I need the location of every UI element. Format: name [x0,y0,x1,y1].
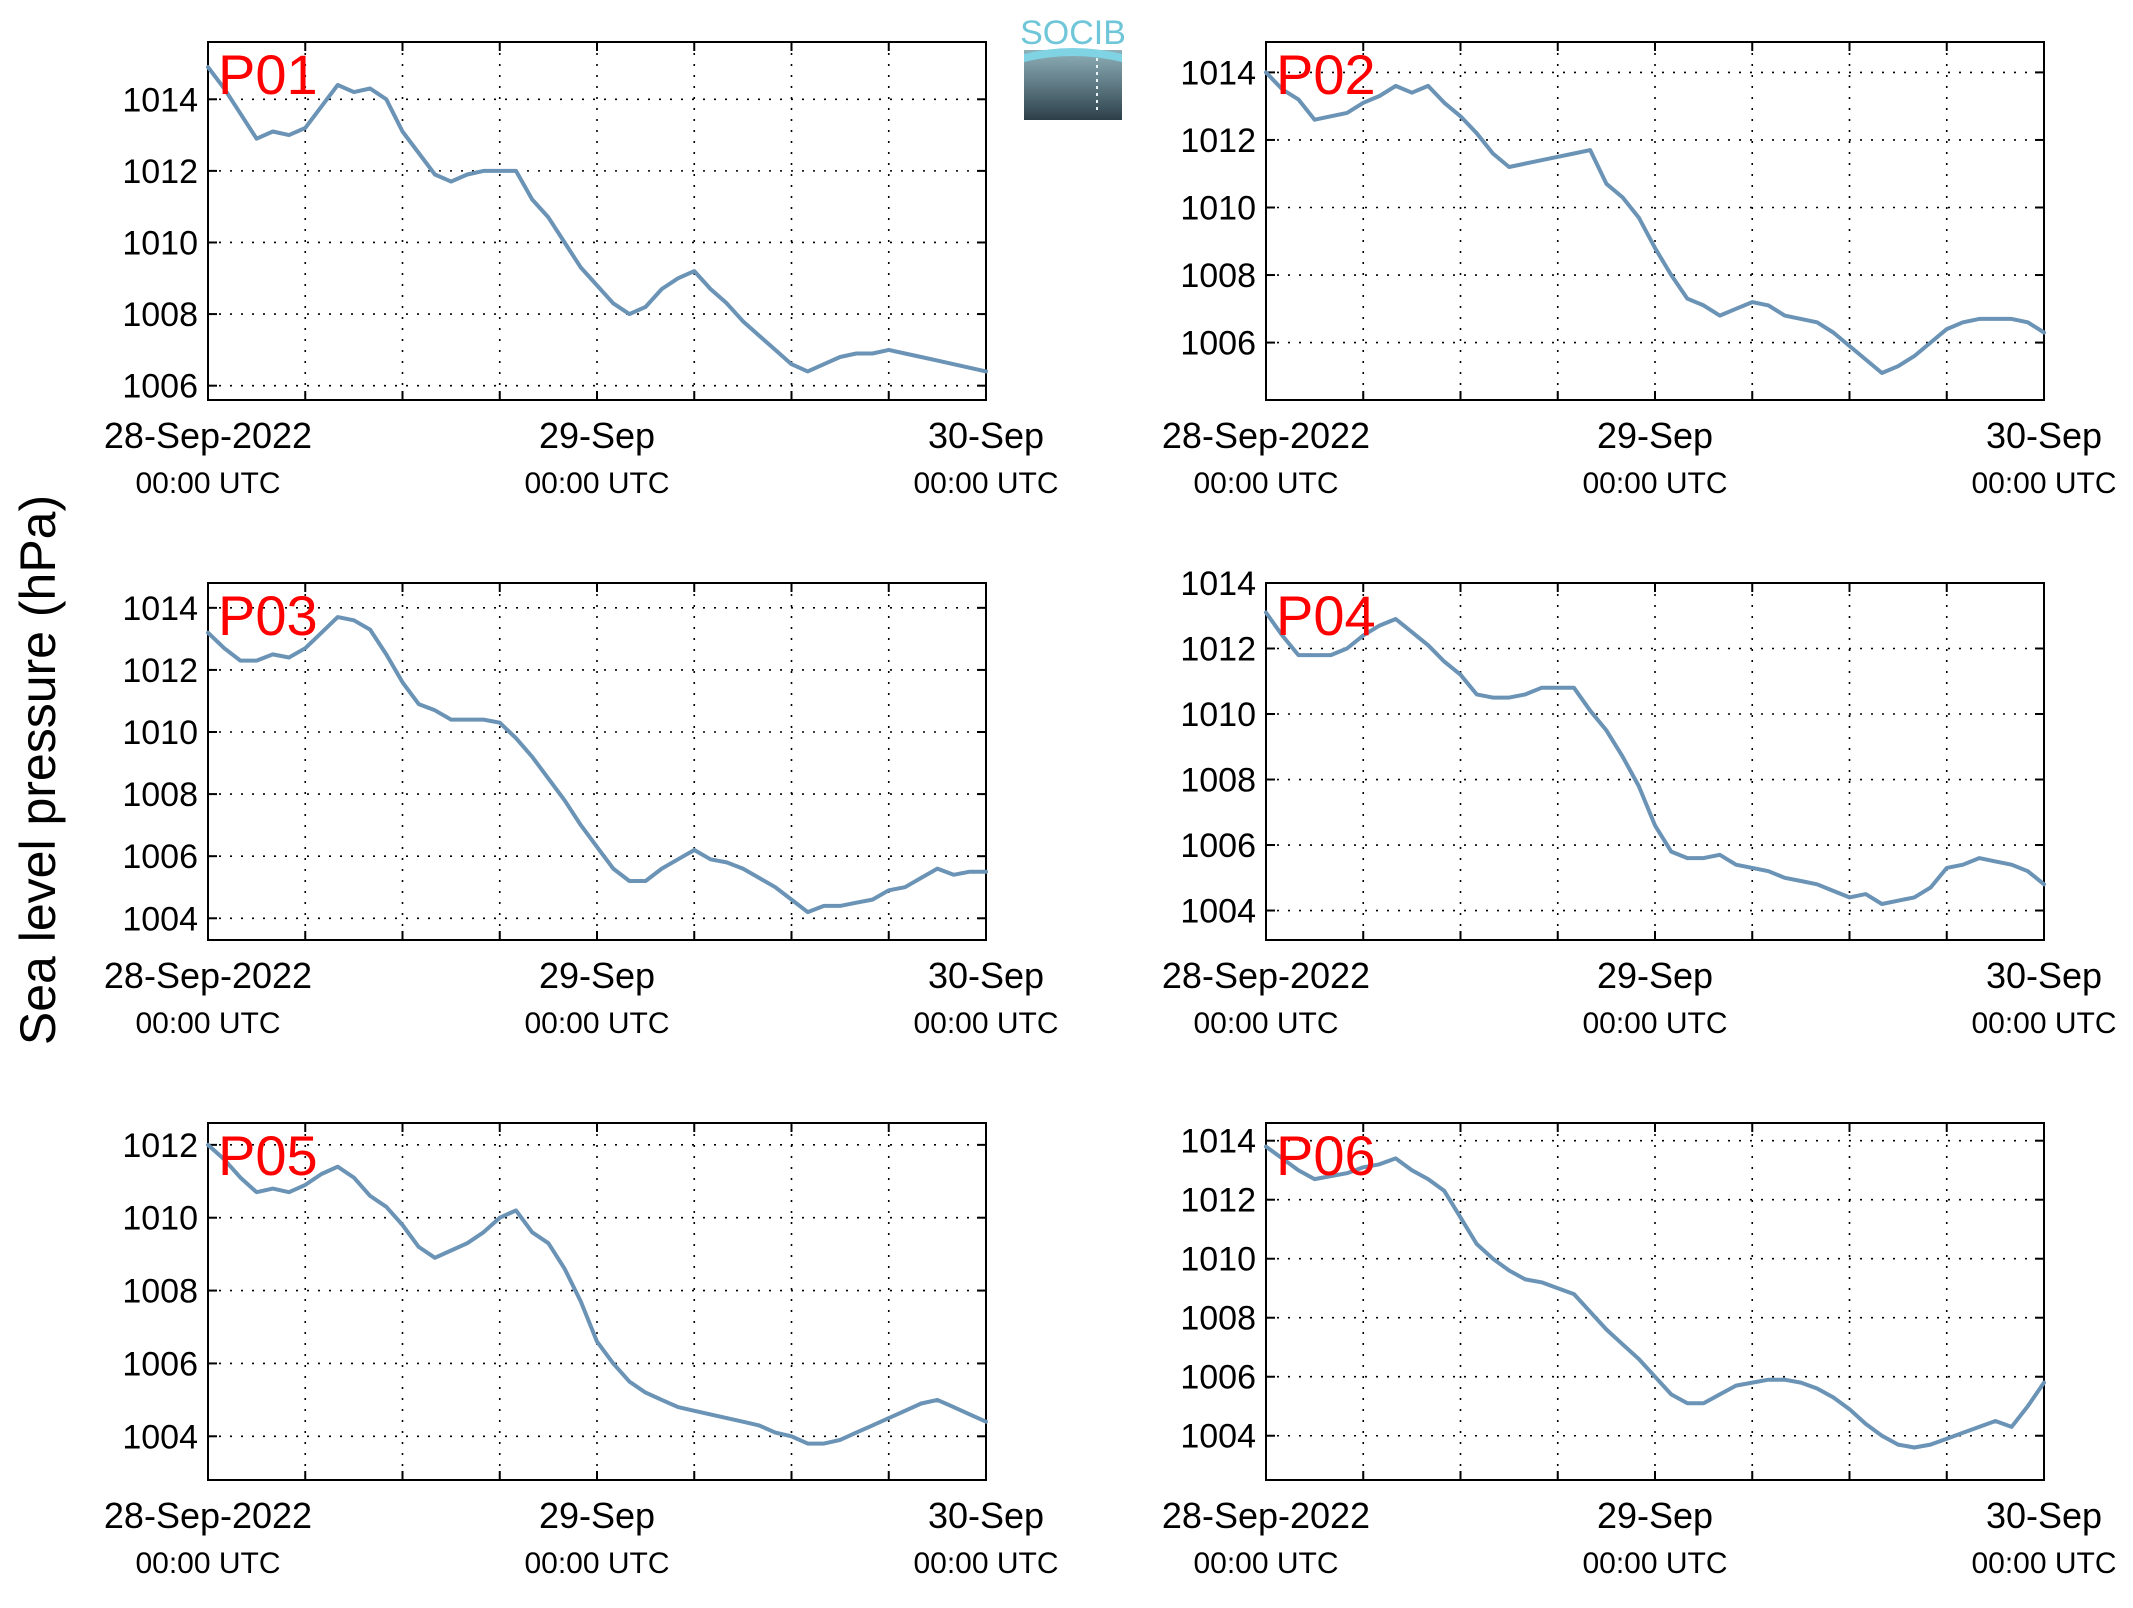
y-tick-label: 1012 [1180,122,1256,160]
panel-p04: 1004 1006 1008 1010 1012 1014 28-Sep-2022 00:00… [1162,565,2117,1040]
y-tick-label: 1010 [122,1200,198,1238]
x-tick-time-label: 00:00 UTC [1193,1547,1338,1580]
plot-frame [1265,1122,2045,1481]
plot-frame [1265,582,2045,941]
pressure-series-line [1264,610,2046,906]
y-tick-label: 1014 [122,590,198,628]
panel-label: P02 [1276,43,1376,106]
x-tick-date-label: 30-Sep [928,415,1044,456]
x-tick-date-label: 30-Sep [1986,1495,2102,1536]
panel-p02: 1006 1008 1010 1012 1014 28-Sep-2022 00:00 UTC… [1162,41,2117,500]
x-tick-time-label: 00:00 UTC [135,1547,280,1580]
logo-text: SOCIB [1020,14,1126,52]
x-tick-time-label: 00:00 UTC [1193,467,1338,500]
x-tick-time-label: 00:00 UTC [913,467,1058,500]
panel-label: P05 [218,1124,318,1187]
y-tick-label: 1014 [122,81,198,119]
y-tick-label: 1006 [122,838,198,876]
y-tick-label: 1006 [122,368,198,406]
x-tick-time-label: 00:00 UTC [1971,1547,2116,1580]
x-tick-time-label: 00:00 UTC [1582,1007,1727,1040]
y-tick-label: 1006 [122,1345,198,1383]
panel-label: P04 [1276,584,1376,647]
x-tick-date-label: 28-Sep-2022 [1162,1495,1370,1536]
x-tick-date-label: 28-Sep-2022 [104,415,312,456]
x-tick-time-label: 00:00 UTC [135,467,280,500]
y-tick-label: 1008 [1180,762,1256,800]
x-tick-time-label: 00:00 UTC [1193,1007,1338,1040]
panel-label: P06 [1276,1124,1376,1187]
y-tick-label: 1014 [1180,1123,1256,1161]
panel-label: P01 [218,43,318,106]
y-tick-label: 1008 [122,776,198,814]
pressure-series-line [206,1142,988,1446]
x-tick-date-label: 28-Sep-2022 [1162,955,1370,996]
x-tick-time-label: 00:00 UTC [135,1007,280,1040]
y-tick-label: 1012 [122,1127,198,1165]
y-tick-label: 1010 [122,224,198,262]
x-tick-date-label: 29-Sep [1597,955,1713,996]
y-tick-label: 1010 [1180,696,1256,734]
panel-p03: 1004 1006 1008 1010 1012 1014 28-Sep-2022 00:00… [104,582,1059,1040]
panels: 1006 1008 1010 1012 1014 28-Sep-2022 00:00 UTC… [104,41,2117,1580]
x-tick-date-label: 30-Sep [1986,955,2102,996]
x-tick-date-label: 29-Sep [1597,1495,1713,1536]
x-tick-date-label: 30-Sep [928,955,1044,996]
x-tick-date-label: 29-Sep [539,415,655,456]
x-tick-time-label: 00:00 UTC [1971,1007,2116,1040]
x-tick-date-label: 28-Sep-2022 [104,1495,312,1536]
x-tick-time-label: 00:00 UTC [1971,467,2116,500]
pressure-series-line [1264,70,2046,375]
y-tick-label: 1012 [122,153,198,191]
panel-label: P03 [218,584,318,647]
socib-logo: SOCIB [1020,14,1126,120]
x-tick-date-label: 30-Sep [1986,415,2102,456]
y-tick-label: 1014 [1180,565,1256,603]
y-tick-label: 1008 [1180,1300,1256,1338]
y-tick-label: 1006 [1180,827,1256,865]
y-axis-label: Sea level pressure (hPa) [10,495,66,1045]
x-tick-date-label: 29-Sep [1597,415,1713,456]
y-tick-label: 1004 [122,900,198,938]
pressure-series-line [206,65,988,374]
x-tick-time-label: 00:00 UTC [524,467,669,500]
x-tick-time-label: 00:00 UTC [1582,467,1727,500]
y-tick-label: 1004 [1180,1418,1256,1456]
y-tick-label: 1010 [122,714,198,752]
x-tick-time-label: 00:00 UTC [524,1007,669,1040]
y-tick-label: 1012 [1180,631,1256,669]
y-tick-label: 1012 [122,652,198,690]
panel-p06: 1004 1006 1008 1010 1012 1014 28-Sep-2022 00:00… [1162,1122,2117,1580]
x-tick-date-label: 29-Sep [539,1495,655,1536]
y-tick-label: 1006 [1180,325,1256,363]
y-tick-label: 1006 [1180,1359,1256,1397]
x-tick-date-label: 29-Sep [539,955,655,996]
y-tick-label: 1012 [1180,1182,1256,1220]
x-tick-date-label: 28-Sep-2022 [104,955,312,996]
plot-frame [207,41,987,401]
x-tick-date-label: 30-Sep [928,1495,1044,1536]
y-tick-label: 1008 [1180,257,1256,295]
x-tick-time-label: 00:00 UTC [913,1547,1058,1580]
x-tick-time-label: 00:00 UTC [524,1547,669,1580]
x-tick-time-label: 00:00 UTC [1582,1547,1727,1580]
y-tick-label: 1008 [122,296,198,334]
y-tick-label: 1004 [122,1418,198,1456]
panel-p01: 1006 1008 1010 1012 1014 28-Sep-2022 00:00 UTC… [104,41,1059,500]
y-tick-label: 1014 [1180,54,1256,92]
y-tick-label: 1010 [1180,1241,1256,1279]
y-tick-label: 1010 [1180,189,1256,227]
pressure-series-line [1264,1144,2046,1450]
x-tick-date-label: 28-Sep-2022 [1162,415,1370,456]
y-tick-label: 1008 [122,1273,198,1311]
pressure-series-line [206,615,988,915]
y-tick-label: 1004 [1180,893,1256,931]
plot-frame [207,582,987,941]
x-tick-time-label: 00:00 UTC [913,1007,1058,1040]
panel-p05: 1004 1006 1008 1010 1012 28-Sep-2022 00:00 UTC… [104,1122,1059,1580]
